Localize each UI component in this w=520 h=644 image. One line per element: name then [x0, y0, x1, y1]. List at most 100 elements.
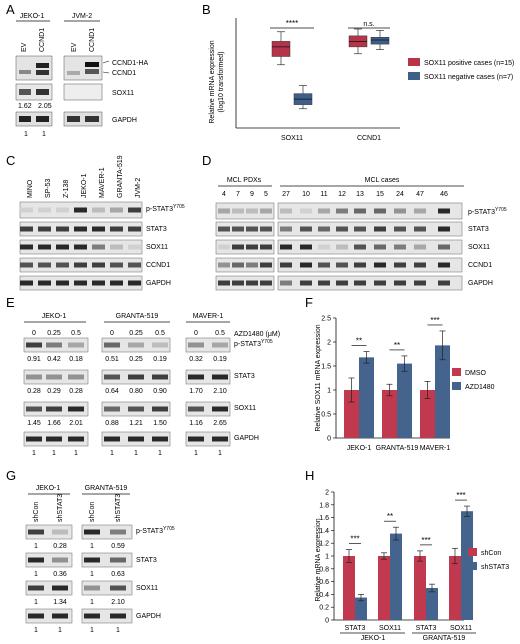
chartH-y-tick-label: 0	[325, 618, 329, 625]
d-band	[300, 244, 312, 250]
d-blot-strip	[215, 202, 275, 220]
a-quant: 1.62	[18, 103, 32, 110]
d-band	[318, 208, 330, 214]
e-quant: 0.29	[47, 388, 61, 395]
d-band	[414, 226, 426, 232]
c-lane-label: MAVER-1	[99, 167, 106, 198]
d-band	[232, 262, 244, 268]
d-band	[300, 226, 312, 232]
d-band	[374, 244, 386, 250]
e-band	[212, 406, 228, 412]
a-group-label: JVM-2	[72, 13, 92, 20]
chartH-y-tick-label: 1	[325, 554, 329, 561]
e-quant: 1	[52, 450, 56, 457]
g-quant: 1.34	[53, 599, 67, 606]
e-quant: 2.65	[213, 420, 227, 427]
chartH-sig-label: ***	[350, 535, 359, 544]
d-blot-strip	[215, 221, 275, 237]
g-group-label: JEKO-1	[36, 485, 61, 492]
d-lane-label: 27	[282, 191, 290, 198]
c-lane-label: SP-53	[45, 178, 52, 198]
e-band	[68, 342, 84, 348]
e-quant: 1.45	[27, 420, 41, 427]
e-quant: 0.25	[129, 356, 143, 363]
e-dose-label: 0.25	[129, 330, 143, 337]
g-quant: 1	[34, 627, 38, 634]
e-blot-strip	[185, 431, 231, 447]
panel-g-blot: JEKO-1 GRANTA-519 shCon shSTAT3 shCon shSTA…	[25, 485, 175, 634]
g-band-label: GAPDH	[136, 613, 161, 620]
d-band	[260, 244, 272, 250]
d-band	[438, 244, 450, 250]
c-band	[74, 280, 87, 286]
panel-letter-g: G	[6, 468, 16, 483]
d-band	[260, 262, 272, 268]
chartF-y-tick-label: 2.5	[321, 316, 331, 323]
d-band	[336, 280, 348, 286]
g-band	[84, 585, 100, 591]
e-band	[152, 342, 168, 348]
chartH-y-tick-label: 1.2	[319, 541, 329, 548]
g-blot-strip	[81, 608, 133, 624]
b-sig-label: ****	[286, 19, 298, 28]
g-band-label: SOX11	[136, 585, 158, 592]
d-band	[318, 244, 330, 250]
d-lane-label: 24	[396, 191, 404, 198]
g-blot-strip	[25, 608, 73, 624]
chartH-y-tick-label: 0.8	[319, 566, 329, 573]
g-lane-label: shSTAT3	[115, 494, 122, 522]
e-band	[26, 374, 42, 380]
g-band	[52, 613, 68, 619]
e-band-label: GAPDH	[234, 435, 259, 442]
h-ylabel: Relative mRNA expression	[315, 518, 322, 601]
e-band	[128, 342, 144, 348]
c-lane-label: JVM-2	[135, 178, 142, 198]
d-blot-strip	[215, 275, 275, 291]
d-band	[318, 226, 330, 232]
e-dose-label: 0	[32, 330, 36, 337]
d-band	[232, 244, 244, 250]
chartF-bar	[359, 357, 374, 438]
e-band	[212, 342, 228, 348]
chartF-y-tick-label: 1	[327, 388, 331, 395]
h-group-label: JEKO-1	[361, 635, 386, 642]
g-blot-strip	[81, 552, 133, 568]
a-group-label: JEKO-1	[20, 13, 45, 20]
d-band	[394, 226, 406, 232]
a-quant: 1	[42, 131, 46, 138]
panel-e-blot: JEKO-1 GRANTA-519 MAVER-1 AZD1480 (μM) 0…	[23, 313, 280, 457]
e-quant: 0.90	[153, 388, 167, 395]
chartH-x-tick-label: SOX11	[379, 625, 401, 632]
e-band	[26, 342, 42, 348]
g-band	[52, 529, 68, 535]
d-group-label: MCL PDXs	[227, 177, 262, 184]
c-band	[20, 244, 33, 250]
panel-letter-a: A	[6, 2, 15, 17]
c-band	[110, 244, 123, 250]
d-lane-label: 13	[356, 191, 364, 198]
a-band-label: GAPDH	[112, 117, 137, 124]
chartH-legend-label: shCon	[481, 550, 501, 557]
a-band-label: CCND1	[112, 70, 136, 77]
e-band	[152, 406, 168, 412]
g-band-label: STAT3	[136, 557, 157, 564]
g-band	[28, 557, 44, 563]
g-quant: 1	[90, 627, 94, 634]
c-band	[110, 262, 123, 268]
d-band	[374, 208, 386, 214]
d-band	[218, 262, 230, 268]
e-quant: 1	[218, 450, 222, 457]
d-band	[414, 244, 426, 250]
d-band	[232, 208, 244, 214]
d-band	[232, 280, 244, 286]
panel-letter-f: F	[305, 295, 313, 310]
chartH-sig-label: ***	[421, 536, 430, 545]
d-band	[394, 244, 406, 250]
d-band	[300, 208, 312, 214]
e-quant: 1.21	[129, 420, 143, 427]
e-band	[188, 342, 204, 348]
d-band	[300, 262, 312, 268]
b-box	[370, 37, 390, 45]
a-lane-label: CCND1	[89, 28, 96, 52]
d-band	[280, 226, 292, 232]
